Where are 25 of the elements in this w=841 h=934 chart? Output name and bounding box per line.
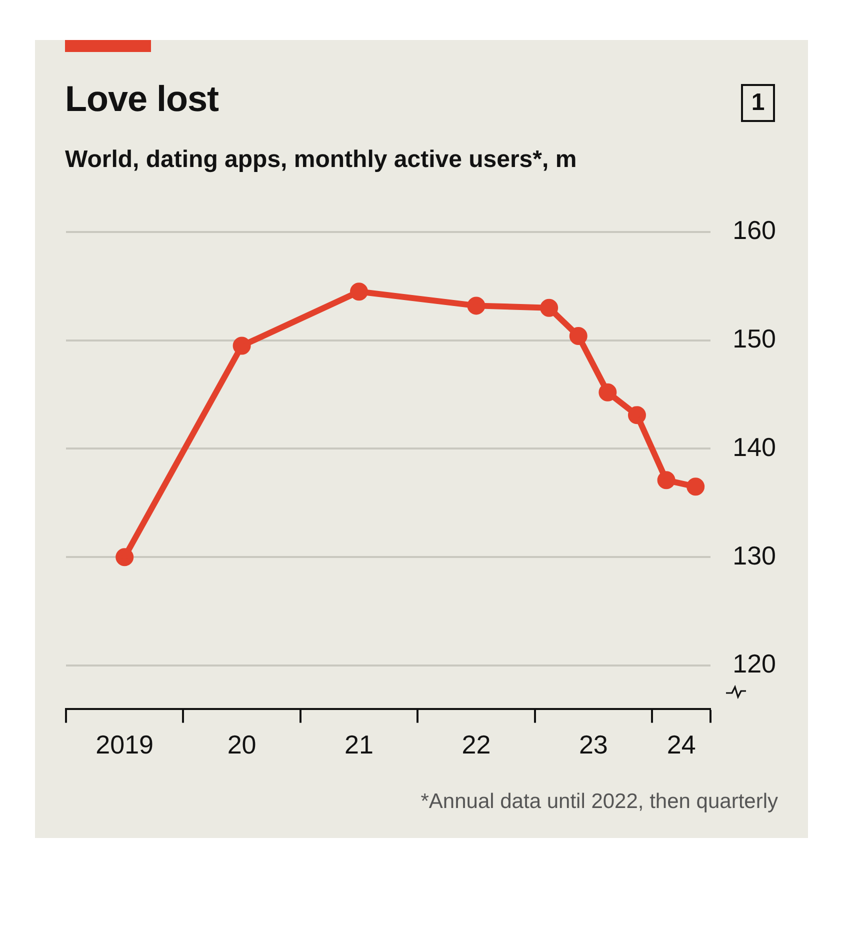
- x-tick-label: 23: [578, 730, 608, 760]
- y-tick-label: 140: [732, 432, 776, 462]
- point: [540, 298, 558, 317]
- point: [657, 471, 676, 490]
- point: [116, 548, 134, 566]
- point: [598, 383, 617, 402]
- y-tick-label: 150: [732, 324, 776, 354]
- text: 1: [741, 84, 775, 122]
- chart-subtitle: World, dating apps, monthly active users*, m: [65, 146, 577, 174]
- y-tick-label: 160: [732, 215, 776, 246]
- point: [686, 478, 705, 496]
- text: *Annual data until 2022, then quarterly: [420, 790, 778, 814]
- point: [232, 336, 251, 355]
- y-tick-label: 130: [732, 540, 776, 570]
- x-tick-label: 24: [666, 730, 696, 760]
- point: [569, 327, 588, 346]
- point: [467, 296, 486, 315]
- x-tick-label: 21: [344, 730, 374, 760]
- point: [628, 406, 646, 424]
- x-tick-label: 22: [462, 730, 491, 760]
- y-tick-label: 120: [732, 648, 776, 679]
- chart-title: Love lost: [65, 78, 219, 120]
- x-tick-label: 20: [227, 730, 256, 760]
- point: [350, 282, 368, 301]
- x-tick-label: 2019: [96, 730, 154, 760]
